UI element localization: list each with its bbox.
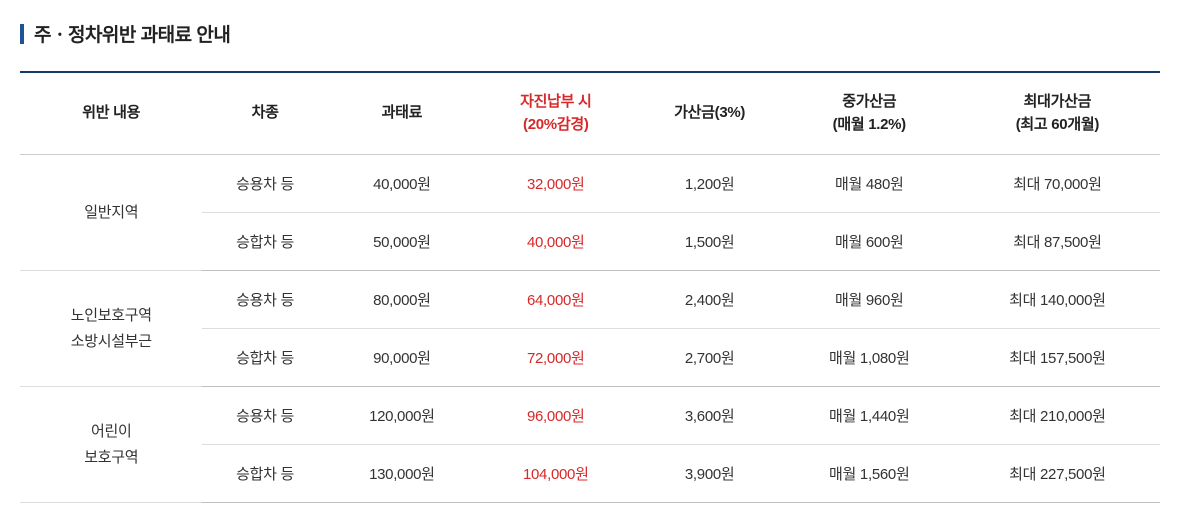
- vehicle-type: 승합차 등: [202, 329, 327, 387]
- col-header-sub: (20%감경): [484, 114, 628, 137]
- surcharge: 3,900원: [636, 445, 784, 503]
- voluntary-amount: 72,000원: [476, 329, 636, 387]
- fine-amount: 90,000원: [328, 329, 476, 387]
- col-header-label: 최대가산금: [1024, 93, 1092, 110]
- max-surcharge: 최대 227,500원: [955, 445, 1160, 503]
- col-header: 가산금(3%): [636, 72, 784, 155]
- col-header-sub: (매월 1.2%): [792, 114, 947, 137]
- fine-amount: 130,000원: [328, 445, 476, 503]
- table-header-row: 위반 내용 차종 과태료 자진납부 시 (20%감경) 가산금(3%) 중가산금 (매월 1.…: [20, 72, 1160, 155]
- monthly-surcharge: 매월 1,560원: [784, 445, 955, 503]
- fine-table: 위반 내용 차종 과태료 자진납부 시 (20%감경) 가산금(3%) 중가산금 (매월 1.…: [20, 71, 1160, 503]
- violation-type: 일반지역: [20, 155, 202, 271]
- vehicle-type: 승합차 등: [202, 213, 327, 271]
- col-header: 위반 내용: [20, 72, 202, 155]
- table-row: 일반지역승용차 등40,000원32,000원1,200원매월 480원최대 7…: [20, 155, 1160, 213]
- violation-type: 노인보호구역소방시설부근: [20, 271, 202, 387]
- surcharge: 2,400원: [636, 271, 784, 329]
- table-row: 노인보호구역소방시설부근승용차 등80,000원64,000원2,400원매월 …: [20, 271, 1160, 329]
- monthly-surcharge: 매월 960원: [784, 271, 955, 329]
- monthly-surcharge: 매월 1,440원: [784, 387, 955, 445]
- surcharge: 3,600원: [636, 387, 784, 445]
- surcharge: 1,500원: [636, 213, 784, 271]
- monthly-surcharge: 매월 600원: [784, 213, 955, 271]
- col-header: 최대가산금 (최고 60개월): [955, 72, 1160, 155]
- max-surcharge: 최대 87,500원: [955, 213, 1160, 271]
- vehicle-type: 승용차 등: [202, 155, 327, 213]
- max-surcharge: 최대 157,500원: [955, 329, 1160, 387]
- vehicle-type: 승용차 등: [202, 271, 327, 329]
- max-surcharge: 최대 70,000원: [955, 155, 1160, 213]
- col-header: 차종: [202, 72, 327, 155]
- col-header-sub: (최고 60개월): [963, 114, 1152, 137]
- col-header: 자진납부 시 (20%감경): [476, 72, 636, 155]
- section-title: 주ㆍ정차위반 과태료 안내: [20, 20, 1160, 47]
- voluntary-amount: 32,000원: [476, 155, 636, 213]
- col-header-label: 차종: [252, 104, 279, 121]
- voluntary-amount: 104,000원: [476, 445, 636, 503]
- monthly-surcharge: 매월 480원: [784, 155, 955, 213]
- col-header-label: 과태료: [382, 104, 423, 121]
- col-header-label: 위반 내용: [82, 104, 140, 121]
- surcharge: 1,200원: [636, 155, 784, 213]
- voluntary-amount: 96,000원: [476, 387, 636, 445]
- voluntary-amount: 40,000원: [476, 213, 636, 271]
- max-surcharge: 최대 140,000원: [955, 271, 1160, 329]
- max-surcharge: 최대 210,000원: [955, 387, 1160, 445]
- col-header-label: 자진납부 시: [520, 93, 591, 110]
- vehicle-type: 승용차 등: [202, 387, 327, 445]
- fine-amount: 120,000원: [328, 387, 476, 445]
- col-header: 과태료: [328, 72, 476, 155]
- fine-amount: 40,000원: [328, 155, 476, 213]
- vehicle-type: 승합차 등: [202, 445, 327, 503]
- fine-amount: 50,000원: [328, 213, 476, 271]
- title-marker-icon: [20, 24, 24, 44]
- voluntary-amount: 64,000원: [476, 271, 636, 329]
- col-header: 중가산금 (매월 1.2%): [784, 72, 955, 155]
- col-header-label: 중가산금: [842, 93, 896, 110]
- fine-amount: 80,000원: [328, 271, 476, 329]
- title-text: 주ㆍ정차위반 과태료 안내: [34, 20, 230, 47]
- violation-type: 어린이보호구역: [20, 387, 202, 503]
- monthly-surcharge: 매월 1,080원: [784, 329, 955, 387]
- table-row: 어린이보호구역승용차 등120,000원96,000원3,600원매월 1,44…: [20, 387, 1160, 445]
- col-header-label: 가산금(3%): [674, 104, 745, 121]
- surcharge: 2,700원: [636, 329, 784, 387]
